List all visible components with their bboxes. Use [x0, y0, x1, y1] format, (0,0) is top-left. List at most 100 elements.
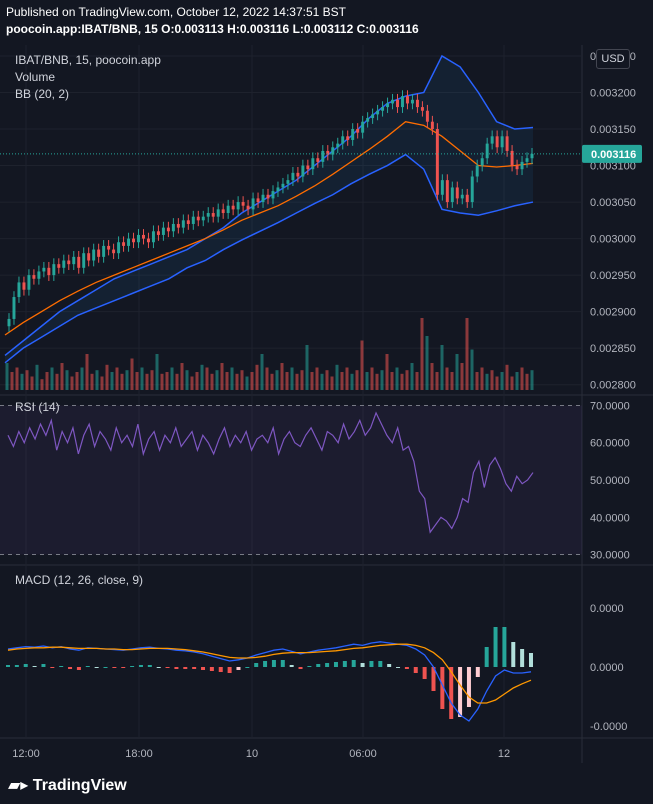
- macd-histogram-bar: [165, 667, 170, 668]
- currency-button[interactable]: USD: [596, 49, 630, 69]
- volume-bar: [155, 354, 159, 390]
- volume-bar: [305, 345, 309, 390]
- volume-bar: [100, 376, 104, 390]
- macd-histogram-bar: [94, 667, 99, 668]
- macd-histogram-bar: [511, 642, 516, 667]
- macd-histogram-bar: [316, 664, 321, 667]
- volume-bar: [105, 364, 109, 390]
- volume-bar: [110, 372, 114, 390]
- candle-body: [211, 213, 215, 217]
- volume-bar: [50, 367, 54, 390]
- volume-bar: [10, 372, 14, 390]
- candle-body: [470, 176, 474, 203]
- macd-histogram-bar: [174, 667, 179, 669]
- macd-histogram-bar: [307, 666, 312, 667]
- volume-bar: [415, 372, 419, 390]
- candle-body: [12, 297, 16, 319]
- candle-body: [450, 187, 454, 203]
- candle-body: [142, 234, 145, 239]
- price-tick-label: 0.003150: [590, 124, 636, 136]
- price-tick-label: 0.002950: [590, 270, 636, 282]
- candle-body: [415, 99, 419, 108]
- volume-bar: [160, 373, 164, 390]
- time-tick-label: 10: [246, 748, 258, 760]
- macd-histogram-bar: [440, 667, 445, 709]
- volume-bar: [285, 372, 289, 390]
- rsi-line: [7, 411, 534, 534]
- candle-body: [266, 194, 270, 199]
- volume-bar: [345, 367, 349, 390]
- macd-histogram-bar: [50, 667, 55, 668]
- candle-body: [146, 238, 150, 243]
- volume-bar: [390, 372, 394, 390]
- ohlc-values: O:0.003113 H:0.003116 L:0.003112 C:0.003…: [161, 22, 419, 36]
- macd-histogram-bar: [85, 666, 90, 667]
- candle-body: [381, 107, 385, 111]
- candle-body: [495, 136, 499, 148]
- volume-bar: [515, 372, 519, 390]
- candle-body: [82, 253, 86, 268]
- candle-body: [386, 103, 390, 108]
- candle-body: [77, 256, 81, 268]
- candle-body: [316, 158, 320, 162]
- candle-body: [62, 260, 66, 268]
- candle-body: [107, 245, 111, 250]
- candle-body: [391, 99, 395, 104]
- volume-bar: [280, 363, 284, 390]
- volume-bar: [95, 370, 99, 390]
- volume-bar: [120, 373, 124, 390]
- volume-bar: [15, 367, 19, 390]
- macd-histogram-bar: [41, 664, 46, 667]
- candle-body: [281, 183, 285, 188]
- rsi-tick-label: 60.0000: [590, 438, 630, 450]
- volume-bar: [455, 354, 459, 390]
- macd-histogram-bar: [209, 667, 214, 671]
- candle-body: [57, 264, 61, 268]
- candle-body: [226, 205, 230, 214]
- volume-bar: [495, 376, 499, 390]
- macd-histogram-bar: [289, 665, 294, 667]
- symbol-label: poocoin.app:IBAT/BNB, 15: [6, 22, 158, 36]
- price-tick-label: 0.002850: [590, 343, 636, 355]
- candle-body: [460, 194, 464, 199]
- volume-bar: [485, 373, 489, 390]
- volume-bar: [330, 376, 334, 390]
- candle-body: [480, 158, 484, 166]
- candle-body: [311, 158, 315, 170]
- macd-histogram-bar: [404, 667, 409, 669]
- rsi-tick-label: 70.0000: [590, 400, 630, 412]
- main-legend: IBAT/BNB, 15, poocoin.app: [15, 53, 161, 67]
- candle-body: [455, 187, 459, 199]
- candle-body: [17, 282, 21, 298]
- macd-histogram-bar: [493, 627, 498, 667]
- macd-histogram-bar: [147, 665, 152, 667]
- candle-body: [27, 275, 31, 290]
- macd-histogram-bar: [183, 667, 188, 669]
- candle-body: [37, 271, 41, 279]
- volume-bar: [450, 372, 454, 390]
- macd-histogram-bar: [387, 664, 392, 667]
- candle-body: [127, 238, 131, 246]
- volume-bar: [355, 370, 359, 390]
- candle-body: [251, 198, 255, 210]
- volume-bar: [35, 364, 39, 390]
- macd-tick-label: -0.0000: [590, 721, 627, 733]
- candle-body: [525, 158, 529, 162]
- time-tick-label: 06:00: [349, 748, 377, 760]
- volume-bar: [55, 373, 59, 390]
- candle-body: [465, 194, 469, 203]
- candle-body: [396, 99, 399, 108]
- volume-bar: [360, 340, 364, 390]
- volume-bar: [490, 370, 494, 390]
- candle-body: [515, 165, 519, 170]
- candle-body: [361, 121, 365, 133]
- volume-bar: [410, 363, 414, 390]
- candle-body: [321, 150, 325, 162]
- macd-histogram-bar: [23, 664, 28, 667]
- price-tick-label: 0.002900: [590, 307, 636, 319]
- volume-bar: [470, 349, 474, 390]
- volume-bar: [265, 367, 269, 390]
- tradingview-logo-icon: ▰▸: [8, 777, 29, 794]
- volume-bar: [165, 372, 169, 390]
